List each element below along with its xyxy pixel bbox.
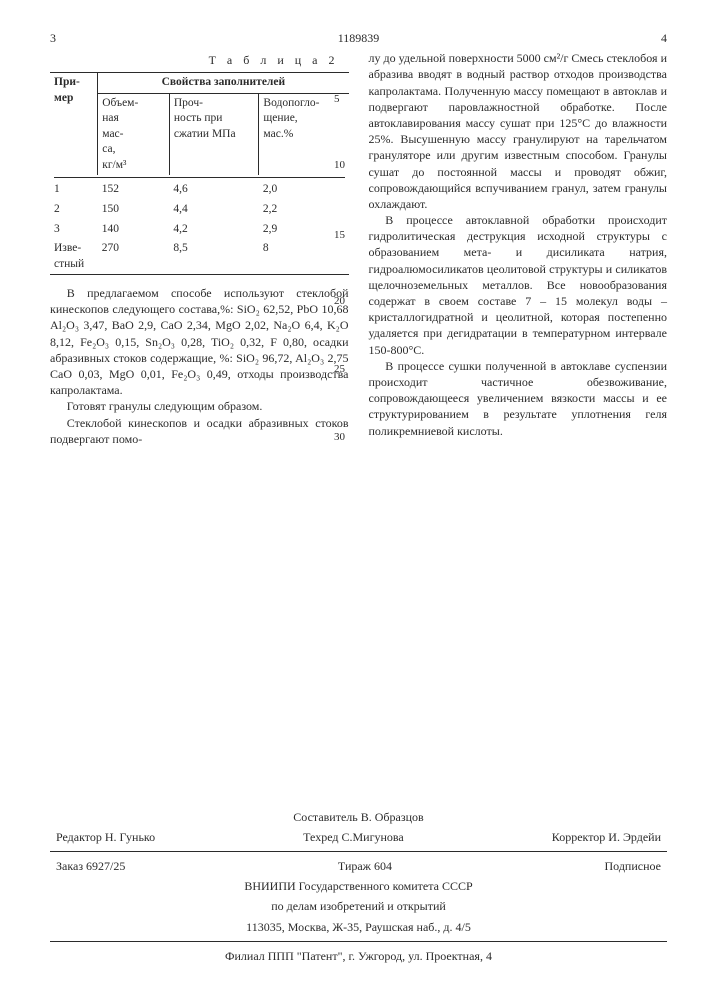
order-row: Заказ 6927/25 Тираж 604 Подписное <box>50 858 667 874</box>
line-number-5: 5 <box>334 92 340 107</box>
cell-example: 3 <box>50 220 98 240</box>
corrector-label: Корректор И. Эрдейи <box>552 829 661 845</box>
org-address: 113035, Москва, Ж-35, Раушская наб., д. … <box>50 919 667 935</box>
right-paragraph-3: В процессе сушки полученной в автоклаве … <box>369 358 668 439</box>
cell-strength: 4,6 <box>169 180 259 200</box>
subscription-label: Подписное <box>605 858 662 874</box>
cell-density: 140 <box>98 220 170 240</box>
col-header-density: Объем- ная мас- са, кг/м³ <box>98 93 170 175</box>
table-row: 2 150 4,4 2,2 <box>50 200 349 220</box>
page-header: 3 1189839 4 <box>50 30 667 46</box>
left-paragraph-3: Стеклобой кинескопов и осадки абразивных… <box>50 415 349 447</box>
col-header-example: При- мер <box>50 73 98 175</box>
cell-absorption: 8 <box>259 239 349 274</box>
techred-label: Техред С.Мигунова <box>303 829 404 845</box>
properties-table: При- мер Свойства заполнителей Объем- на… <box>50 73 349 274</box>
org-line-2: по делам изобретений и открытий <box>50 898 667 914</box>
cell-density: 150 <box>98 200 170 220</box>
right-paragraph-2: В процессе автоклавной обработки происхо… <box>369 212 668 358</box>
doc-number: 1189839 <box>338 30 380 46</box>
table-caption: Т а б л и ц а 2 <box>50 52 349 68</box>
editor-label: Редактор Н. Гунько <box>56 829 155 845</box>
line-number-30: 30 <box>334 430 345 445</box>
order-number: Заказ 6927/25 <box>56 858 125 874</box>
cell-strength: 8,5 <box>169 239 259 274</box>
table-row: 1 152 4,6 2,0 <box>50 180 349 200</box>
line-number-15: 15 <box>334 228 345 243</box>
cell-strength: 4,2 <box>169 220 259 240</box>
left-paragraph-2: Готовят гранулы следующим образом. <box>50 398 349 414</box>
table-row: 3 140 4,2 2,9 <box>50 220 349 240</box>
page-number-right: 4 <box>661 30 667 46</box>
imprint-footer: Составитель В. Образцов Редактор Н. Гунь… <box>50 805 667 964</box>
cell-absorption: 2,2 <box>259 200 349 220</box>
cell-density: 270 <box>98 239 170 274</box>
col-group-header: Свойства заполнителей <box>98 73 349 93</box>
credits-row: Редактор Н. Гунько Техред С.Мигунова Кор… <box>50 829 667 845</box>
cell-example: 1 <box>50 180 98 200</box>
cell-example: Изве- стный <box>50 239 98 274</box>
org-line-1: ВНИИПИ Государственного комитета СССР <box>50 878 667 894</box>
page-number-left: 3 <box>50 30 56 46</box>
compiler-line: Составитель В. Образцов <box>50 809 667 825</box>
print-run: Тираж 604 <box>338 858 392 874</box>
two-column-content: Т а б л и ц а 2 При- мер Свойства заполн… <box>50 50 667 447</box>
line-number-20: 20 <box>334 294 345 309</box>
col-header-strength: Проч- ность при сжатии МПа <box>169 93 259 175</box>
cell-example: 2 <box>50 200 98 220</box>
cell-density: 152 <box>98 180 170 200</box>
left-column: Т а б л и ц а 2 При- мер Свойства заполн… <box>50 50 349 447</box>
left-paragraph-1: В предлагаемом способе используют стекло… <box>50 285 349 398</box>
right-paragraph-1: лу до удельной поверхности 5000 см²/г См… <box>369 50 668 212</box>
line-number-25: 25 <box>334 362 345 377</box>
cell-absorption: 2,0 <box>259 180 349 200</box>
line-number-10: 10 <box>334 158 345 173</box>
page: 3 1189839 4 5 10 15 20 25 30 Т а б л и ц… <box>0 0 707 1000</box>
cell-strength: 4,4 <box>169 200 259 220</box>
table-row: Изве- стный 270 8,5 8 <box>50 239 349 274</box>
branch-line: Филиал ППП "Патент", г. Ужгород, ул. Про… <box>50 948 667 964</box>
right-column: лу до удельной поверхности 5000 см²/г См… <box>369 50 668 447</box>
